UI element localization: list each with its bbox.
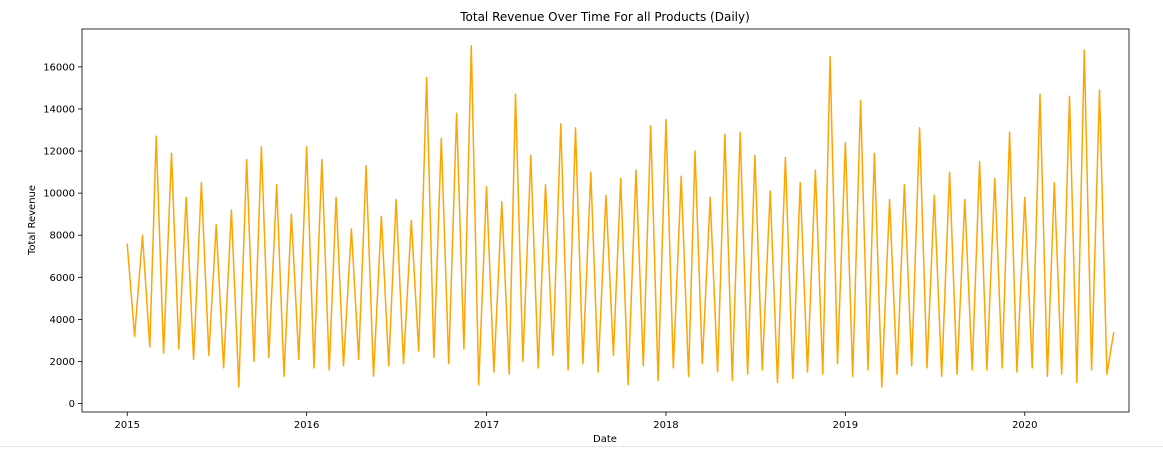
y-tick-label: 8000: [50, 231, 75, 242]
y-tick-label: 4000: [50, 315, 75, 326]
series-layer: [126, 45, 1115, 388]
x-tick-label: 2020: [1012, 420, 1037, 431]
y-tick-label: 2000: [50, 357, 75, 368]
x-tick-label: 2016: [294, 420, 319, 431]
x-axis: 2015 2016 2017 2018 2019 2020: [114, 412, 1038, 431]
chart-title: Total Revenue Over Time For all Products…: [459, 10, 750, 24]
x-tick-label: 2017: [474, 420, 499, 431]
y-tick-label: 0: [69, 399, 75, 410]
series-line: [126, 45, 1115, 388]
y-tick-label: 16000: [43, 62, 75, 73]
y-axis: 0 2000 4000 6000 8000 10000 12000 14000 16000: [43, 62, 82, 410]
y-axis-label: Total Revenue: [27, 185, 38, 256]
x-axis-label: Date: [593, 434, 617, 445]
y-tick-label: 14000: [43, 104, 75, 115]
y-tick-label: 10000: [43, 189, 75, 200]
plot-frame: [81, 28, 1130, 413]
y-tick-label: 12000: [43, 147, 75, 158]
x-tick-label: 2018: [653, 420, 678, 431]
y-tick-label: 6000: [50, 273, 75, 284]
page-bottom-rule: [0, 446, 1163, 447]
x-tick-label: 2015: [114, 420, 139, 431]
x-tick-label: 2019: [833, 420, 858, 431]
